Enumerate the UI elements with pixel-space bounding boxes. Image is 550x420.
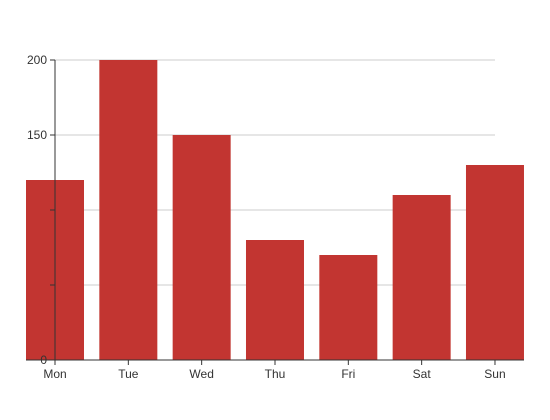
y-tick-label: 150 xyxy=(27,128,47,142)
bar-fri xyxy=(319,255,378,360)
x-tick-label: Sun xyxy=(484,367,505,381)
bar-sat xyxy=(392,195,451,360)
x-tick-label: Thu xyxy=(265,367,286,381)
x-tick-label: Wed xyxy=(189,367,213,381)
x-tick-label: Mon xyxy=(43,367,66,381)
bar-tue xyxy=(99,60,158,360)
bar-wed xyxy=(172,135,231,360)
x-tick-label: Tue xyxy=(118,367,139,381)
y-tick-label: 200 xyxy=(27,53,47,67)
bar-thu xyxy=(245,240,304,360)
x-tick-label: Fri xyxy=(341,367,355,381)
x-tick-label: Sat xyxy=(413,367,432,381)
bar-sun xyxy=(465,165,524,360)
